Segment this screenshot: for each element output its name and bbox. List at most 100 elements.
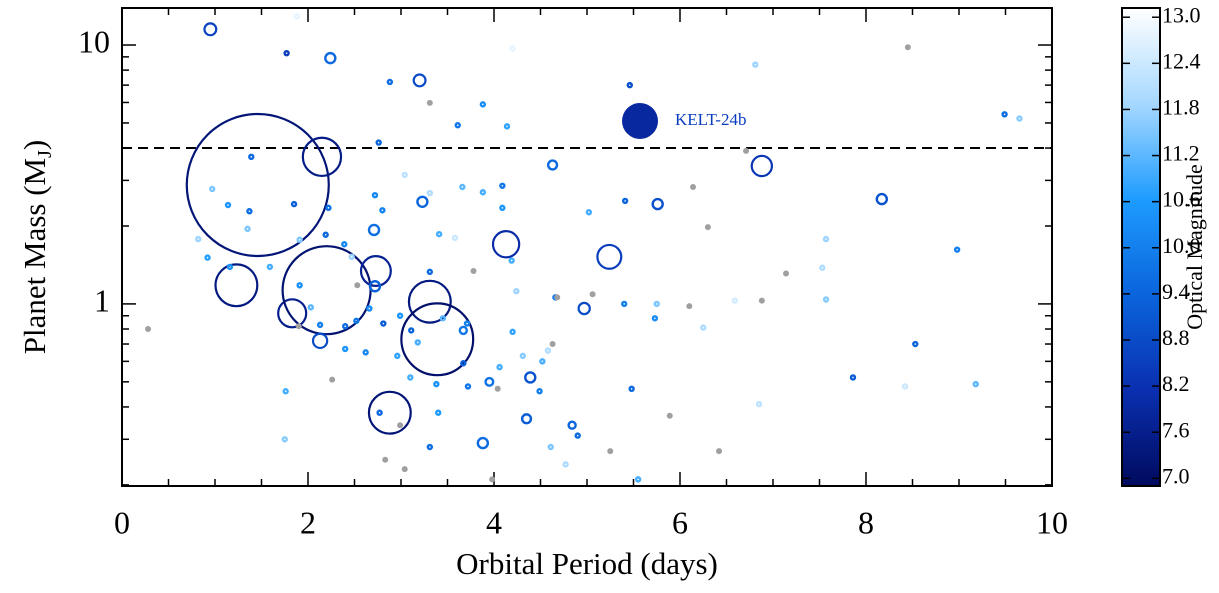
point (509, 45, 516, 52)
point (690, 183, 697, 190)
colorbar-tick-label: 10.6 (1162, 187, 1201, 212)
point (463, 320, 471, 327)
point (758, 297, 765, 304)
point (743, 147, 750, 154)
point (435, 409, 442, 416)
point (822, 296, 830, 303)
point (621, 300, 628, 308)
point (400, 302, 475, 377)
point (704, 224, 711, 231)
point (819, 264, 826, 271)
point (244, 225, 251, 233)
point (435, 230, 443, 238)
point (386, 78, 394, 86)
point (1016, 115, 1023, 122)
point (700, 324, 707, 331)
point (379, 207, 386, 214)
point (394, 352, 401, 360)
point (367, 223, 381, 237)
point (224, 201, 232, 209)
point (316, 321, 324, 329)
point (368, 280, 382, 293)
point (266, 263, 274, 271)
point (901, 383, 909, 390)
point (342, 323, 349, 330)
point (439, 315, 447, 322)
point (752, 61, 759, 68)
point (574, 432, 581, 439)
point (651, 315, 659, 322)
point (366, 305, 373, 312)
y-axis-label-end: ) (17, 140, 52, 150)
point (503, 123, 511, 130)
point (822, 235, 830, 243)
annotation: KELT-24b (675, 110, 746, 129)
point (460, 360, 467, 367)
point (426, 99, 433, 106)
point (416, 195, 429, 208)
point (204, 254, 211, 261)
point (214, 263, 259, 308)
point (451, 234, 459, 242)
x-tick-label: 8 (858, 504, 874, 540)
point (454, 122, 461, 129)
colorbar-tick-label: 7.0 (1162, 463, 1190, 488)
point (491, 230, 521, 259)
point (433, 380, 440, 388)
colorbar-tick-label: 13.0 (1162, 2, 1201, 27)
point (539, 358, 546, 365)
y-tick-label: 1 (94, 282, 110, 318)
point (513, 287, 520, 295)
point (653, 300, 660, 308)
point (494, 385, 501, 392)
point (397, 422, 404, 429)
point (875, 192, 889, 206)
point (536, 388, 543, 395)
point (549, 341, 556, 348)
point (546, 159, 559, 171)
point (716, 448, 723, 455)
point (408, 327, 415, 334)
colorbar (1121, 7, 1161, 487)
y-axis-label: Planet Mass (MJ) (17, 140, 55, 354)
point (904, 44, 911, 51)
point (329, 376, 336, 383)
point (508, 257, 515, 264)
colorbar-tick-label: 8.2 (1162, 371, 1190, 396)
point (972, 380, 979, 388)
colorbar-tick-label: 8.8 (1162, 325, 1190, 350)
colorbar-tick-label: 12.4 (1162, 48, 1201, 73)
point (589, 291, 596, 298)
colorbar-tick-label: 9.4 (1162, 279, 1190, 304)
point (459, 183, 466, 191)
point (342, 345, 349, 353)
x-tick-label: 2 (300, 504, 316, 540)
point (458, 325, 469, 336)
point (577, 301, 591, 316)
point (376, 409, 383, 416)
y-axis-label-text: Planet Mass (M (17, 158, 52, 354)
point (509, 328, 516, 336)
point (325, 204, 332, 212)
point (524, 371, 537, 384)
colorbar-tick-label: 11.8 (1162, 94, 1200, 119)
point (307, 304, 314, 311)
point (596, 243, 623, 270)
point (562, 461, 569, 468)
point (396, 312, 404, 319)
x-tick-label: 0 (114, 504, 130, 540)
point (479, 101, 487, 108)
colorbar-tick-label: 10.0 (1162, 233, 1201, 258)
point (622, 102, 659, 139)
point (341, 241, 348, 248)
point (362, 349, 369, 356)
point (464, 383, 472, 390)
point (499, 204, 506, 212)
point (519, 352, 527, 360)
point (380, 320, 387, 327)
point (567, 420, 577, 430)
point (282, 388, 289, 395)
point (626, 81, 633, 89)
point (401, 171, 408, 179)
x-tick-label: 4 (486, 504, 502, 540)
